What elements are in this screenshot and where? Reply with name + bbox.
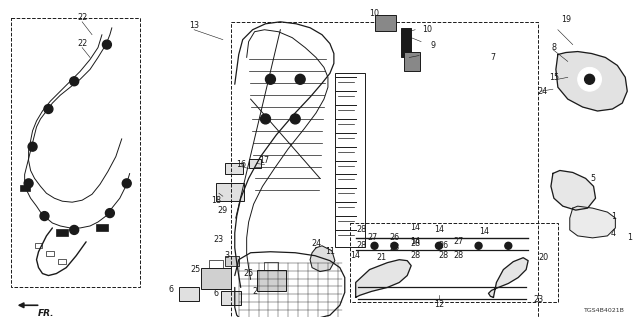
Circle shape — [295, 74, 305, 84]
Bar — [35, 243, 42, 248]
Polygon shape — [310, 246, 335, 272]
Text: 9: 9 — [431, 41, 436, 50]
Text: 14: 14 — [410, 223, 420, 232]
Text: 14: 14 — [349, 251, 360, 260]
Text: 15: 15 — [549, 73, 559, 82]
Circle shape — [584, 74, 595, 84]
Text: 14: 14 — [434, 226, 444, 235]
Bar — [20, 185, 29, 191]
Text: 25: 25 — [243, 269, 254, 278]
Text: 12: 12 — [434, 300, 444, 309]
Circle shape — [505, 242, 512, 249]
Text: 22: 22 — [77, 39, 87, 48]
Circle shape — [28, 142, 37, 151]
Text: 13: 13 — [189, 21, 199, 30]
Text: 16: 16 — [236, 160, 246, 169]
Polygon shape — [570, 206, 615, 238]
Bar — [221, 292, 241, 305]
Polygon shape — [556, 52, 627, 111]
Circle shape — [106, 209, 115, 218]
Circle shape — [222, 242, 230, 250]
Circle shape — [266, 74, 275, 84]
Circle shape — [102, 40, 111, 49]
Circle shape — [260, 114, 271, 124]
Text: 24: 24 — [537, 87, 547, 96]
Polygon shape — [551, 171, 596, 210]
Text: 28: 28 — [439, 251, 449, 260]
Polygon shape — [356, 260, 411, 297]
Text: 28: 28 — [454, 251, 464, 260]
Text: 3: 3 — [225, 251, 229, 260]
Bar — [216, 183, 244, 201]
Circle shape — [435, 242, 442, 249]
Text: 26: 26 — [439, 241, 449, 250]
Circle shape — [70, 226, 79, 235]
Circle shape — [475, 242, 482, 249]
Bar — [11, 18, 140, 287]
Text: 2: 2 — [252, 287, 257, 296]
Circle shape — [24, 179, 33, 188]
Bar — [225, 163, 243, 174]
Circle shape — [391, 242, 398, 249]
Text: 8: 8 — [552, 43, 556, 52]
Bar — [179, 287, 199, 301]
Text: 6: 6 — [169, 285, 174, 294]
Bar — [401, 28, 411, 58]
Text: TGS4B4021B: TGS4B4021B — [584, 308, 625, 313]
Text: 6: 6 — [213, 289, 218, 298]
Text: 10: 10 — [369, 9, 380, 18]
Text: 28: 28 — [389, 243, 399, 252]
Polygon shape — [488, 258, 528, 297]
Bar — [335, 73, 365, 247]
Text: 10: 10 — [422, 25, 432, 34]
Text: 28: 28 — [356, 241, 367, 250]
Text: 7: 7 — [490, 53, 495, 62]
Text: 20: 20 — [538, 253, 548, 262]
Bar — [404, 52, 420, 71]
Text: 4: 4 — [611, 229, 616, 238]
Text: 23: 23 — [533, 295, 543, 304]
Circle shape — [70, 77, 79, 86]
Text: 28: 28 — [410, 251, 420, 260]
Text: 14: 14 — [479, 228, 490, 236]
Text: FR.: FR. — [38, 309, 54, 318]
Bar — [56, 229, 68, 236]
Text: 14: 14 — [410, 237, 420, 246]
Text: 19: 19 — [561, 15, 571, 24]
Bar — [231, 22, 538, 320]
Bar — [47, 251, 54, 256]
Circle shape — [578, 68, 602, 91]
Circle shape — [122, 179, 131, 188]
Bar — [349, 223, 558, 302]
Text: 23: 23 — [214, 235, 224, 244]
Text: 28: 28 — [356, 226, 367, 235]
Circle shape — [44, 105, 53, 114]
Bar — [374, 15, 396, 31]
Text: 27: 27 — [367, 233, 378, 242]
Text: 17: 17 — [259, 156, 269, 165]
Circle shape — [371, 242, 378, 249]
Text: 28: 28 — [410, 239, 420, 248]
Text: 26: 26 — [389, 233, 399, 242]
Bar — [225, 256, 239, 266]
Bar — [58, 259, 67, 264]
Text: 1: 1 — [611, 212, 616, 220]
Text: 24: 24 — [311, 239, 321, 248]
Text: 5: 5 — [590, 174, 595, 183]
Text: 29: 29 — [218, 206, 228, 215]
Bar — [96, 225, 108, 231]
Text: 11: 11 — [325, 247, 335, 256]
Bar — [257, 269, 286, 292]
Text: 1: 1 — [627, 233, 632, 242]
Bar — [248, 159, 260, 169]
Text: 25: 25 — [190, 265, 200, 274]
Text: 27: 27 — [454, 237, 464, 246]
Circle shape — [291, 114, 300, 124]
Bar — [201, 268, 231, 289]
Text: 18: 18 — [211, 196, 221, 205]
Circle shape — [40, 212, 49, 220]
Text: 22: 22 — [77, 13, 87, 22]
Text: 21: 21 — [376, 253, 387, 262]
